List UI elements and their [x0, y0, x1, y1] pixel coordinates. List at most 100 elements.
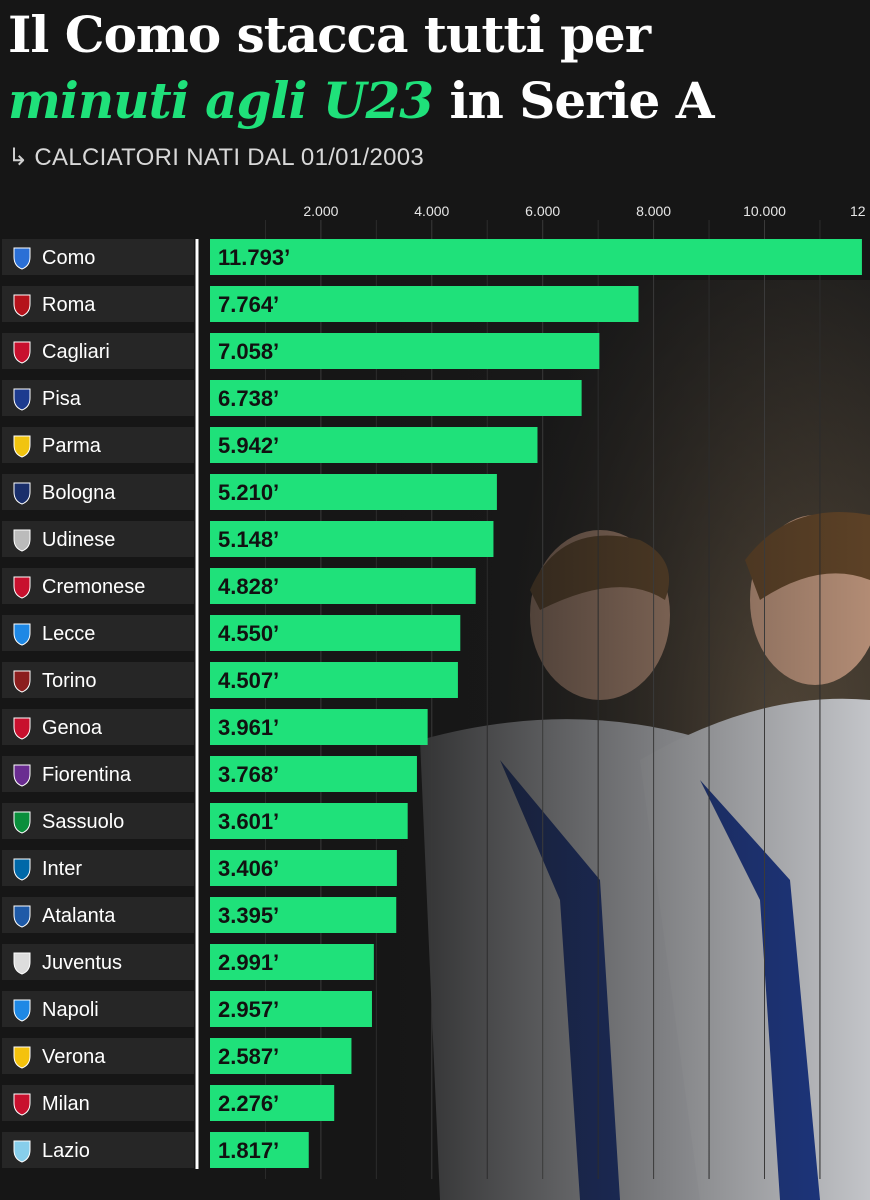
team-crest-icon [13, 341, 31, 364]
bar-value-label: 3.961’ [218, 715, 279, 740]
team-label-panel [2, 662, 194, 698]
bar [210, 239, 862, 275]
team-crest-icon [13, 623, 31, 646]
bar-value-label: 3.601’ [218, 809, 279, 834]
team-label: Como [42, 247, 95, 269]
bar [210, 333, 600, 369]
team-label: Verona [42, 1046, 106, 1068]
bar-value-label: 11.793’ [218, 245, 290, 270]
bar [210, 286, 639, 322]
team-label: Inter [42, 858, 82, 880]
team-label-panel [2, 333, 194, 369]
team-crest-icon [13, 529, 31, 552]
team-label: Torino [42, 670, 96, 692]
bar-value-label: 2.276’ [218, 1091, 279, 1116]
team-label-panel [2, 897, 194, 933]
bar-value-label: 5.148’ [218, 527, 279, 552]
team-label-panel [2, 944, 194, 980]
team-label: Udinese [42, 529, 115, 551]
bar [210, 991, 372, 1027]
bar [210, 756, 417, 792]
bar [210, 427, 538, 463]
bar-value-label: 4.507’ [218, 668, 279, 693]
team-label: Atalanta [42, 905, 116, 927]
bar-value-label: 3.395’ [218, 903, 279, 928]
bar [210, 380, 582, 416]
team-label-panel [2, 1132, 194, 1168]
bar [210, 662, 458, 698]
bar-value-label: 2.991’ [218, 950, 279, 975]
bar [210, 1085, 335, 1121]
bar [210, 521, 494, 557]
subtitle: ↳ CALCIATORI NATI DAL 01/01/2003 [8, 143, 424, 172]
team-crest-icon [13, 1093, 31, 1116]
team-label-panel [2, 991, 194, 1027]
team-label-panel [2, 380, 194, 416]
team-crest-icon [13, 858, 31, 881]
bar-value-label: 2.957’ [218, 997, 279, 1022]
team-crest-icon [13, 999, 31, 1022]
x-tick-label: 12 [850, 203, 866, 219]
team-label-panel [2, 803, 194, 839]
team-label-panel [2, 615, 194, 651]
team-label-panel [2, 427, 194, 463]
team-label: Sassuolo [42, 811, 124, 833]
team-crest-icon [13, 576, 31, 599]
team-label: Genoa [42, 717, 103, 739]
subtitle-text: CALCIATORI NATI DAL 01/01/2003 [34, 144, 425, 171]
bar-value-label: 7.764’ [218, 292, 279, 317]
x-tick-label: 6.000 [525, 203, 560, 219]
team-label: Juventus [42, 952, 122, 974]
bar-value-label: 7.058’ [218, 339, 279, 364]
bar [210, 615, 461, 651]
team-label: Parma [42, 435, 102, 457]
team-label: Lecce [42, 623, 95, 645]
team-label-panel [2, 474, 194, 510]
team-label: Lazio [42, 1140, 90, 1162]
team-label: Cagliari [42, 341, 110, 363]
team-label-panel [2, 850, 194, 886]
bar-value-label: 5.210’ [218, 480, 279, 505]
team-label: Milan [42, 1093, 90, 1115]
bar-value-label: 1.817’ [218, 1138, 279, 1163]
bar-value-label: 4.828’ [218, 574, 279, 599]
team-label-panel [2, 568, 194, 604]
bar [210, 568, 476, 604]
bar [210, 1132, 309, 1168]
bar [210, 1038, 352, 1074]
team-label: Bologna [42, 482, 116, 504]
bar [210, 850, 397, 886]
title-part-2: in Serie A [449, 71, 714, 130]
team-label: Napoli [42, 999, 99, 1021]
bar-value-label: 4.550’ [218, 621, 279, 646]
team-crest-icon [13, 717, 31, 740]
team-crest-icon [13, 247, 31, 270]
team-crest-icon [13, 811, 31, 834]
team-crest-icon [13, 435, 31, 458]
team-label: Cremonese [42, 576, 145, 598]
team-label: Roma [42, 294, 96, 316]
bar-value-label: 2.587’ [218, 1044, 279, 1069]
team-label-panel [2, 709, 194, 745]
team-label-panel [2, 286, 194, 322]
team-crest-icon [13, 1140, 31, 1163]
team-label-panel [2, 239, 194, 275]
x-tick-label: 8.000 [636, 203, 671, 219]
x-tick-label: 4.000 [414, 203, 449, 219]
bar [210, 897, 397, 933]
team-crest-icon [13, 670, 31, 693]
team-label: Fiorentina [42, 764, 132, 786]
team-crest-icon [13, 482, 31, 505]
team-crest-icon [13, 764, 31, 787]
page-title: Il Como stacca tutti per minuti agli U23… [8, 2, 868, 134]
bar [210, 709, 428, 745]
team-label: Pisa [42, 388, 82, 410]
team-label-panel [2, 1038, 194, 1074]
x-tick-label: 10.000 [743, 203, 786, 219]
team-crest-icon [13, 294, 31, 317]
team-crest-icon [13, 952, 31, 975]
bar [210, 803, 408, 839]
